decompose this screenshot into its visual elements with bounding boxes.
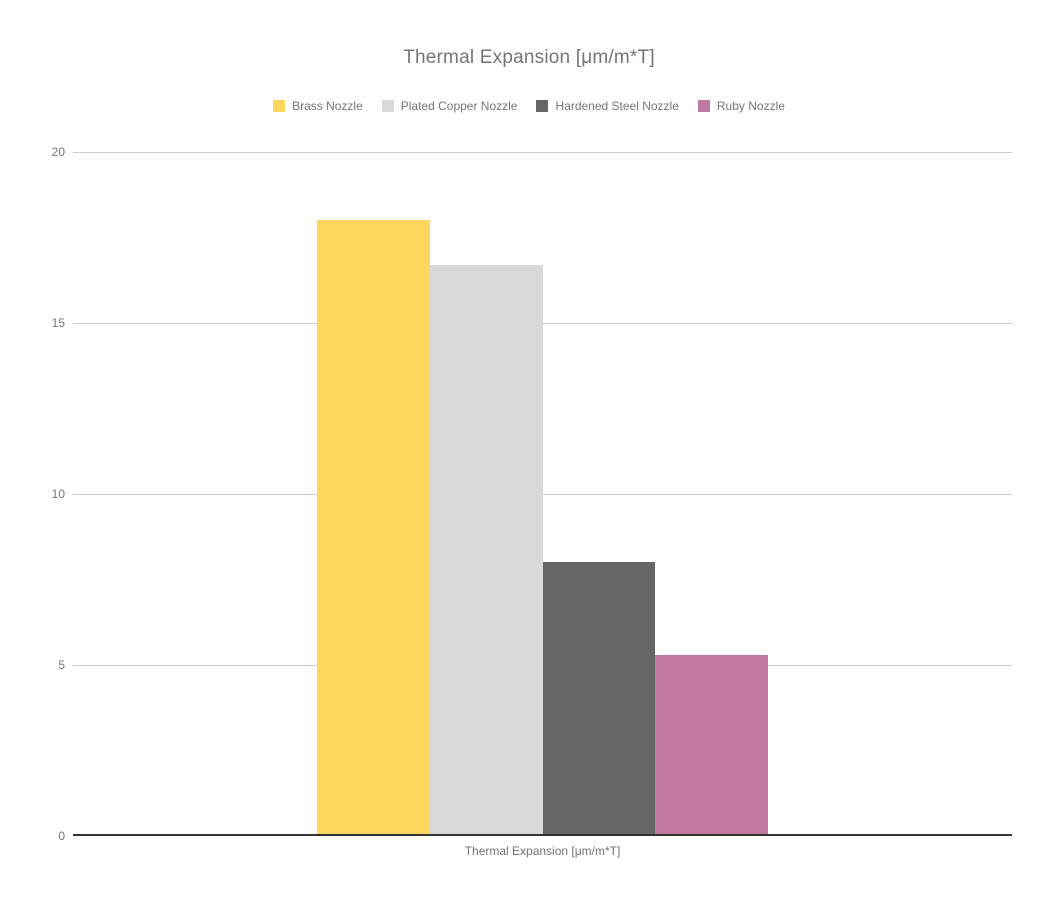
chart-title: Thermal Expansion [μm/m*T] [403, 47, 655, 68]
x-axis-baseline [73, 834, 1012, 836]
x-axis-label: Thermal Expansion [μm/m*T] [464, 844, 621, 858]
y-tick-label-0: 0 [58, 829, 65, 843]
bar-hardened-steel-nozzle [542, 562, 656, 836]
legend-label-brass-nozzle: Brass Nozzle [292, 99, 363, 113]
legend-swatch-plated-copper-nozzle [381, 100, 394, 112]
legend-swatch-brass-nozzle [273, 100, 286, 112]
legend-item-brass-nozzle: Brass Nozzle [273, 99, 363, 113]
y-tick-label-20: 20 [51, 145, 65, 159]
legend-label-hardened-steel-nozzle: Hardened Steel Nozzle [555, 99, 679, 113]
y-tick-label-15: 15 [51, 316, 65, 330]
legend-item-plated-copper-nozzle: Plated Copper Nozzle [381, 99, 518, 113]
gridline-y-15 [73, 322, 1012, 324]
y-tick-label-5: 5 [58, 658, 65, 672]
bar-plated-copper-nozzle [429, 264, 543, 836]
bar-brass-nozzle [317, 220, 430, 836]
legend-item-hardened-steel-nozzle: Hardened Steel Nozzle [536, 99, 679, 113]
legend-label-plated-copper-nozzle: Plated Copper Nozzle [400, 99, 518, 113]
bar-ruby-nozzle [655, 654, 768, 836]
legend-item-ruby-nozzle: Ruby Nozzle [697, 99, 785, 113]
plot-area: 0 5 10 15 20 [52, 145, 1012, 843]
legend-swatch-ruby-nozzle [697, 100, 710, 112]
legend-swatch-hardened-steel-nozzle [536, 100, 549, 112]
gridline-y-20 [73, 151, 1012, 153]
legend-label-ruby-nozzle: Ruby Nozzle [716, 99, 785, 113]
chart-legend: Brass Nozzle Plated Copper Nozzle Hardened… [0, 99, 1058, 113]
gridline-y-10 [73, 493, 1012, 495]
y-tick-label-10: 10 [51, 487, 65, 501]
